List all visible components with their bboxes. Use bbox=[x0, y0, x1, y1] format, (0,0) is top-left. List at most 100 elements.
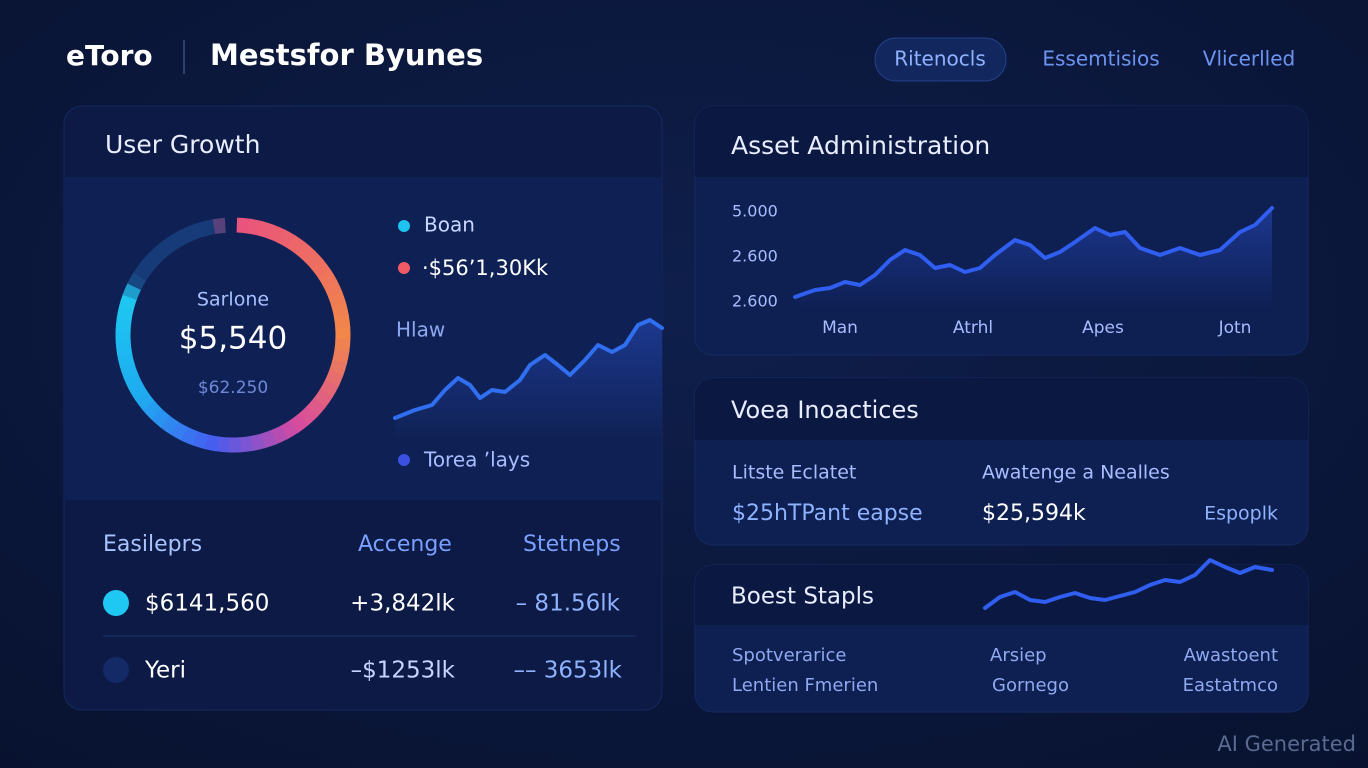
donut-segment bbox=[317, 269, 338, 288]
donut-segment bbox=[287, 235, 307, 255]
donut-segment bbox=[212, 217, 226, 235]
donut-segment bbox=[116, 305, 134, 321]
axis-label: Atrhl bbox=[953, 318, 993, 338]
donut-segment bbox=[123, 372, 143, 391]
axis-label: 2.600 bbox=[732, 247, 778, 266]
table-cell: – 81.56lk bbox=[516, 591, 621, 617]
donut-segment bbox=[177, 225, 196, 245]
table-cell: +3,842lk bbox=[350, 591, 456, 617]
axis-label: 5.000 bbox=[732, 202, 778, 221]
donut-segment bbox=[297, 406, 318, 426]
sparkline bbox=[983, 558, 1274, 610]
donut-segment bbox=[331, 302, 349, 319]
donut-segment bbox=[277, 229, 297, 249]
axis-label: Jotn bbox=[1218, 318, 1252, 338]
donut-segment bbox=[200, 219, 217, 237]
donut-label: Sarlone bbox=[197, 289, 269, 311]
list-item: Awastoent bbox=[1184, 645, 1278, 666]
donut-segment bbox=[247, 218, 263, 236]
donut-segment bbox=[115, 317, 132, 332]
donut-segment bbox=[159, 415, 179, 435]
axis-label: Man bbox=[822, 318, 858, 338]
donut-segment bbox=[280, 419, 299, 440]
donut-segment bbox=[323, 279, 343, 298]
nav-pill[interactable] bbox=[874, 37, 1007, 82]
donut-segment bbox=[304, 250, 324, 271]
legend-item: Torea ʼlays bbox=[423, 448, 530, 472]
donut-segment bbox=[328, 290, 347, 308]
donut-segment bbox=[236, 217, 251, 234]
donut-segment bbox=[191, 430, 209, 450]
card-header bbox=[695, 106, 1308, 177]
donut-segment bbox=[133, 261, 153, 281]
stat-value: Espoplk bbox=[1204, 503, 1278, 525]
table-cell: $6141,560 bbox=[145, 591, 269, 617]
table-header: Stetneps bbox=[523, 532, 621, 557]
table-header: Easileprs bbox=[103, 532, 202, 557]
donut-segment bbox=[324, 369, 344, 388]
donut-segment bbox=[157, 236, 177, 257]
table-header: Accenge bbox=[358, 532, 452, 557]
donut-segment bbox=[311, 259, 332, 279]
donut-segment bbox=[267, 224, 286, 244]
donut-segment bbox=[140, 252, 161, 272]
stat-value: $25hTPant eapse bbox=[732, 501, 923, 526]
donut-segment bbox=[319, 379, 339, 399]
donut-segment bbox=[257, 220, 275, 240]
donut-segment bbox=[296, 242, 316, 263]
card-title: User Growth bbox=[105, 130, 260, 159]
stat-value: $25,594k bbox=[982, 501, 1086, 526]
page-title: Mestsfor Byunes bbox=[210, 38, 483, 72]
donut-segment bbox=[167, 230, 186, 251]
donut-segment bbox=[142, 399, 162, 420]
card-title: Voea Inoactices bbox=[731, 396, 919, 424]
card-header bbox=[695, 378, 1308, 440]
legend-item: Boan bbox=[424, 213, 475, 237]
table-cell: –$1253lk bbox=[351, 658, 456, 684]
donut-segment bbox=[215, 436, 230, 453]
donut-segment bbox=[249, 433, 266, 451]
legend-dot bbox=[398, 220, 410, 232]
donut-segment bbox=[134, 391, 155, 411]
stat-label: Awatenge a Nealles bbox=[982, 462, 1170, 484]
donut-segment bbox=[118, 293, 138, 311]
list-item: Eastatmco bbox=[1183, 675, 1278, 696]
donut-segment bbox=[150, 407, 170, 428]
line bbox=[793, 206, 1274, 299]
donut-segment bbox=[332, 349, 350, 365]
list-item: Lentien Fmerien bbox=[732, 675, 878, 696]
row-dot bbox=[103, 657, 129, 683]
table-cell: –– 3653lk bbox=[513, 658, 622, 684]
donut-segment bbox=[289, 413, 309, 434]
sparkline bbox=[393, 318, 664, 420]
donut-segment bbox=[127, 271, 147, 291]
line-area bbox=[795, 208, 1272, 310]
nav-item[interactable]: Ritenocls bbox=[894, 47, 985, 71]
brand: eToro bbox=[66, 39, 153, 72]
axis-label: 2.600 bbox=[732, 292, 778, 311]
donut-segment bbox=[238, 435, 254, 453]
donut-segment bbox=[115, 340, 133, 356]
donut-segment bbox=[270, 425, 289, 445]
donut-segment bbox=[148, 244, 169, 264]
donut-segment bbox=[169, 421, 189, 441]
donut-segment bbox=[260, 430, 278, 449]
axis-label: Apes bbox=[1082, 318, 1124, 338]
donut-segment bbox=[122, 282, 142, 301]
donut-segment bbox=[328, 359, 348, 377]
legend-dot bbox=[398, 262, 410, 274]
nav-item[interactable]: Essemtisios bbox=[1042, 47, 1159, 71]
legend-dot bbox=[398, 454, 410, 466]
donut-value: $5,540 bbox=[179, 321, 287, 357]
list-item: Gornego bbox=[992, 675, 1069, 696]
row-dot bbox=[103, 590, 129, 616]
legend-item: Hlaw bbox=[396, 318, 445, 342]
list-item: Arsiep bbox=[990, 645, 1047, 666]
donut-segment bbox=[128, 382, 149, 401]
donut-segment bbox=[203, 434, 219, 452]
nav-item[interactable]: Vlicerlled bbox=[1203, 47, 1295, 71]
donut-segment bbox=[333, 314, 351, 330]
card-title: Boest Stapls bbox=[731, 584, 874, 610]
